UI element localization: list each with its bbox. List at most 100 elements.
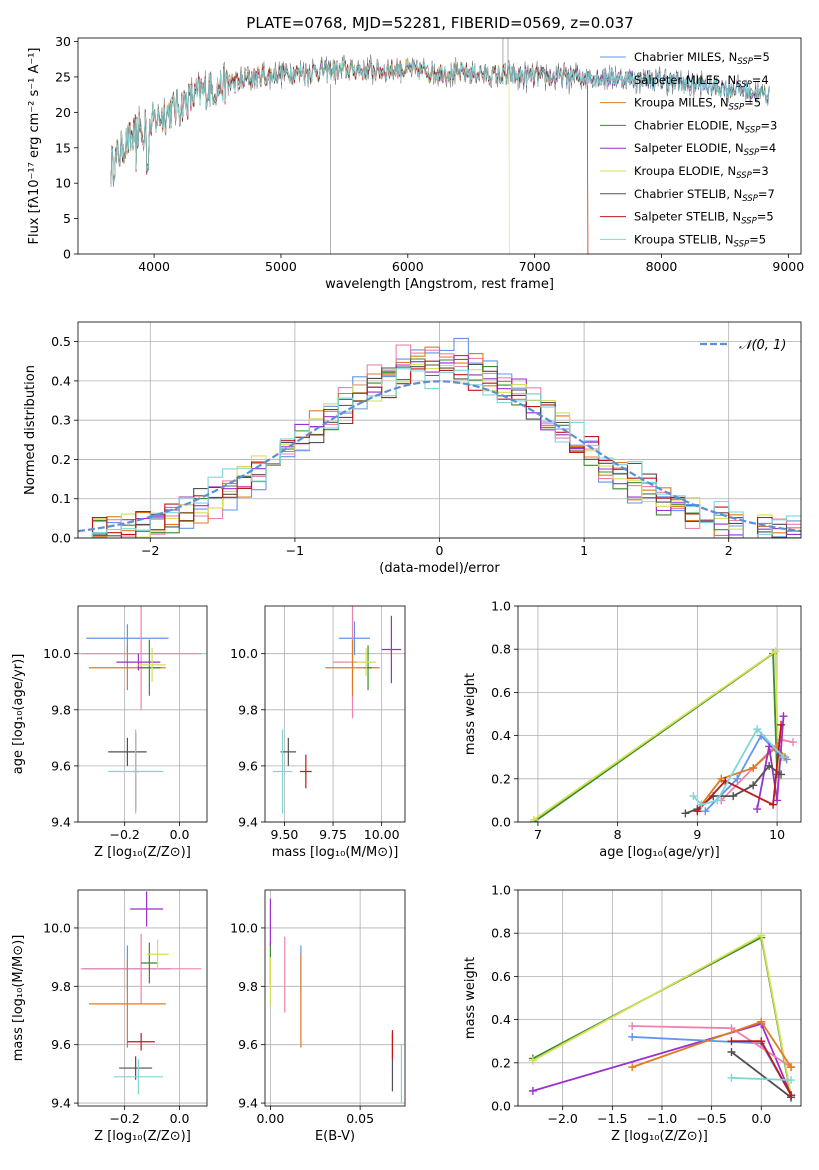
weight-marker-kroupa_elodie xyxy=(529,815,538,822)
y-tick-label: 0.8 xyxy=(491,926,511,941)
y-tick-label: 0.2 xyxy=(51,452,71,467)
axes-frame xyxy=(517,889,802,1107)
weight-marker-chabrier_miles xyxy=(701,807,710,816)
errorbar-salpeter_stelib xyxy=(300,754,312,789)
y-tick-label: 0.4 xyxy=(491,728,511,743)
legend-subscript: SSP xyxy=(736,80,752,90)
y-tick-label: 9.4 xyxy=(238,1096,258,1111)
weight-marker-salpeter_stelib xyxy=(777,720,786,729)
y-tick-label: 9.8 xyxy=(51,979,71,994)
y-axis-label: age [log₁₀(age/yr)] xyxy=(11,654,26,775)
weight-series-salpeter_miles xyxy=(720,738,794,802)
age_vs_mass-panel: 9.50 9.75 10.00 9.4 9.6 9.8 10.0 mass [log₁₀(M/… xyxy=(230,605,406,860)
errorbar-chabrier_elodie xyxy=(364,645,372,691)
x-tick-label: 7 xyxy=(534,827,542,842)
y-axis-label: Flux [fλ10⁻¹⁷ erg cm⁻² s⁻¹ A⁻¹] xyxy=(27,48,42,245)
legend-subscript: SSP xyxy=(734,239,750,249)
x-tick-label: 7000 xyxy=(519,259,551,274)
weight-marker-kroupa_miles xyxy=(628,1063,637,1072)
errorbar-salpeter_miles xyxy=(80,606,202,710)
y-tick-label: 9.8 xyxy=(51,702,71,717)
model-spectrum-kroupa_elodie xyxy=(110,58,510,254)
x-tick-label: 8000 xyxy=(646,259,678,274)
axes-frame xyxy=(264,889,406,1107)
x-tick-label: 10.00 xyxy=(364,827,400,842)
y-tick-label: 0.0 xyxy=(491,815,511,830)
weight-marker-salpeter_stelib xyxy=(757,1037,766,1046)
weight-marker-kroupa_stelib xyxy=(689,792,698,801)
legend-tail: =3 xyxy=(752,164,769,178)
weight-marker-kroupa_elodie xyxy=(757,931,766,940)
normal-legend-label: 𝒩(0, 1) xyxy=(739,338,786,353)
weight_vs_age-panel: 7 8 9 10 0.0 0.2 0.4 0.6 0.8 1.0 age [log₁₀(age/yr… xyxy=(463,599,802,860)
y-tick-label: 0.6 xyxy=(491,969,511,984)
y-tick-label: 9.4 xyxy=(51,815,71,830)
legend-subscript: SSP xyxy=(729,103,745,113)
legend-entry-kroupa_elodie: Kroupa ELODIE, NSSP=3 xyxy=(634,164,769,181)
weight-marker-salpeter_miles xyxy=(789,738,798,747)
weight-marker-kroupa_stelib xyxy=(697,800,706,809)
x-tick-label: 4000 xyxy=(138,259,170,274)
legend-entry-chabrier_stelib: Chabrier STELIB, NSSP=7 xyxy=(634,187,775,204)
weight-marker-kroupa_stelib xyxy=(787,1076,796,1085)
grid xyxy=(518,605,801,823)
legend-tail: =5 xyxy=(744,96,761,110)
weight-marker-chabrier_miles xyxy=(628,1032,637,1041)
weight-series-kroupa_stelib xyxy=(731,1077,792,1081)
weight-marker-kroupa_stelib xyxy=(753,725,762,734)
y-tick-label: 9.8 xyxy=(238,979,258,994)
errorbar-kroupa_stelib xyxy=(113,1059,164,1095)
x-tick-label: −0.5 xyxy=(696,1111,726,1126)
y-tick-label: 10 xyxy=(55,176,71,191)
y-tick-label: 9.4 xyxy=(238,815,258,830)
x-tick-label: 0.00 xyxy=(256,1111,284,1126)
weight-series-salpeter_elodie xyxy=(756,716,785,810)
legend-entry-salpeter_miles: Salpeter MILES, NSSP=4 xyxy=(634,73,769,90)
x-tick-label: 5000 xyxy=(265,259,297,274)
weight-marker-salpeter_elodie xyxy=(753,805,762,814)
spectrum-panel: 4000 5000 6000 7000 8000 9000 0 5 10 15 20 25 30 wave… xyxy=(27,34,804,292)
errorbar-kroupa_elodie xyxy=(356,648,376,677)
y-tick-label: 0.2 xyxy=(491,1055,511,1070)
weight-marker-salpeter_stelib xyxy=(693,807,702,816)
axes-frame xyxy=(77,889,208,1107)
residual-histogram-kroupa_miles xyxy=(78,346,801,538)
x-tick-label: −0.2 xyxy=(109,827,139,842)
legend-tail: =7 xyxy=(758,187,775,201)
axes-frame xyxy=(264,605,406,823)
x-tick-label: 0.0 xyxy=(170,1111,190,1126)
weight-marker-kroupa_miles xyxy=(749,764,758,772)
y-tick-label: 0 xyxy=(63,247,71,262)
x-tick-label: 0.05 xyxy=(346,1111,374,1126)
x-tick-label: −1.0 xyxy=(647,1111,677,1126)
legend-tail: =5 xyxy=(757,210,774,224)
weight-series-chabrier_elodie xyxy=(533,651,778,822)
errorbar-salpeter_elodie xyxy=(130,891,164,927)
y-tick-label: 10.0 xyxy=(43,920,71,935)
y-tick-label: 0.0 xyxy=(51,531,71,546)
axes-frame xyxy=(77,37,802,255)
x-axis-label: Z [log₁₀(Z/Z⊙)] xyxy=(611,1129,708,1144)
errorbar-salpeter_elodie xyxy=(381,615,402,684)
axes-frame xyxy=(77,321,802,539)
weight-series-chabrier_stelib xyxy=(730,1051,792,1099)
x-axis-label: E(B-V) xyxy=(315,1129,355,1144)
model-spectrum-kroupa_stelib xyxy=(110,59,770,185)
x-axis-label: age [log₁₀(age/yr)] xyxy=(599,845,720,860)
x-axis-label: mass [log₁₀(M/M⊙)] xyxy=(272,845,399,860)
legend-subscript: SSP xyxy=(745,125,761,135)
x-tick-label: −2 xyxy=(141,543,159,558)
weight-marker-salpeter_miles xyxy=(628,1022,637,1031)
x-tick-label: −0.2 xyxy=(109,1111,139,1126)
weight-marker-kroupa_elodie xyxy=(771,647,780,656)
y-tick-label: 0.5 xyxy=(51,334,71,349)
x-tick-label: 1 xyxy=(580,543,588,558)
y-tick-label: 9.6 xyxy=(51,758,71,773)
x-tick-label: 6000 xyxy=(392,259,424,274)
y-tick-label: 0.1 xyxy=(51,491,71,506)
plot-area xyxy=(80,606,202,814)
normal-distribution-curve xyxy=(78,380,801,533)
plot-area xyxy=(528,931,796,1102)
y-tick-label: 0.8 xyxy=(491,642,511,657)
y-tick-label: 9.6 xyxy=(238,1037,258,1052)
